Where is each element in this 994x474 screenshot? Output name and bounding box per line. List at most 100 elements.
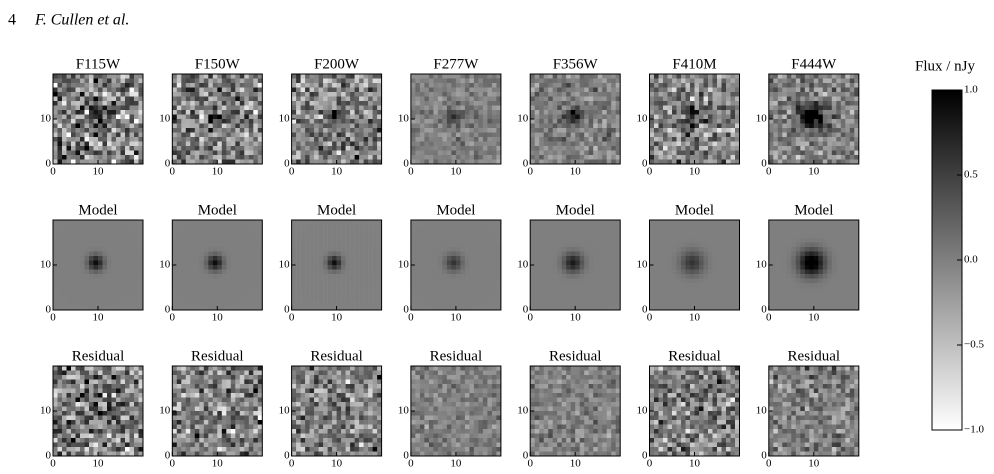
pixel <box>305 402 310 407</box>
pixel <box>359 132 364 138</box>
pixel <box>185 119 191 124</box>
pixel <box>80 451 85 457</box>
pixel <box>496 411 502 416</box>
pixel <box>377 274 382 279</box>
pixel <box>221 402 227 407</box>
pixel <box>451 83 457 88</box>
pixel <box>336 155 342 160</box>
pixel <box>257 269 263 275</box>
pixel <box>327 141 333 147</box>
pixel <box>235 366 241 371</box>
pixel <box>368 402 373 407</box>
pixel <box>372 411 378 416</box>
pixel <box>323 388 328 394</box>
pixel <box>341 388 346 394</box>
pixel <box>172 74 178 79</box>
pixel <box>120 305 126 311</box>
pixel <box>111 292 117 297</box>
pixel <box>230 256 236 261</box>
pixel <box>341 379 346 385</box>
pixel <box>469 105 475 111</box>
pixel <box>125 397 130 403</box>
pixel <box>221 415 227 421</box>
pixel <box>496 278 502 284</box>
pixel <box>111 388 117 394</box>
pixel <box>350 278 355 284</box>
pixel <box>66 146 72 151</box>
pixel <box>257 260 263 266</box>
y-tick-label: 10 <box>398 113 410 125</box>
pixel <box>433 415 439 421</box>
pixel <box>478 429 484 434</box>
pixel <box>221 366 227 371</box>
pixel <box>496 101 502 106</box>
pixel <box>318 137 324 142</box>
pixel <box>57 78 63 84</box>
pixel <box>217 366 223 371</box>
pixel <box>75 269 81 275</box>
pixel <box>53 438 58 443</box>
pixel <box>314 265 319 270</box>
pixel <box>93 260 99 266</box>
pixel <box>460 406 466 412</box>
pixel <box>478 220 484 225</box>
pixel <box>305 438 310 443</box>
pixel <box>354 274 360 279</box>
pixel <box>172 274 178 279</box>
pixel <box>134 159 139 165</box>
pixel <box>464 274 470 279</box>
pixel <box>451 260 457 266</box>
pixel <box>116 159 121 165</box>
pixel <box>102 83 108 88</box>
pixel <box>129 274 135 279</box>
pixel <box>98 265 103 270</box>
pixel <box>482 110 488 115</box>
pixel <box>410 233 416 239</box>
pixel <box>473 305 479 311</box>
pixel <box>239 146 245 151</box>
pixel <box>455 229 461 234</box>
pixel <box>75 397 81 403</box>
pixel <box>181 247 187 252</box>
pixel <box>244 110 250 115</box>
pixel <box>327 137 333 142</box>
pixel <box>460 424 466 430</box>
pixel <box>102 451 108 457</box>
pixel <box>368 442 373 448</box>
pixel <box>433 238 439 243</box>
pixel <box>248 114 254 120</box>
pixel <box>181 274 187 279</box>
pixel <box>212 238 218 243</box>
pixel <box>350 83 355 88</box>
pixel <box>296 114 301 120</box>
pixel <box>469 451 475 457</box>
pixel <box>327 433 333 439</box>
pixel <box>217 105 223 111</box>
pixel <box>428 238 434 243</box>
pixel <box>199 305 205 311</box>
pixel <box>185 424 191 430</box>
pixel <box>372 96 378 102</box>
pixel <box>239 415 245 421</box>
pixel <box>372 388 378 394</box>
pixel <box>336 101 342 106</box>
pixel <box>257 370 263 376</box>
pixel <box>359 128 364 133</box>
pixel <box>257 433 263 439</box>
pixel <box>482 132 488 138</box>
pixel <box>345 451 351 457</box>
pixel <box>341 366 346 371</box>
pixel <box>359 397 364 403</box>
pixel <box>239 451 245 457</box>
pixel <box>239 150 245 156</box>
pixel <box>217 137 223 142</box>
pixel <box>460 296 466 302</box>
pixel <box>226 265 232 270</box>
pixel <box>336 146 342 151</box>
pixel <box>212 74 218 79</box>
pixel <box>116 388 121 394</box>
pixel <box>257 393 263 398</box>
pixel <box>199 283 205 288</box>
pixel <box>296 119 301 124</box>
pixel <box>185 159 191 165</box>
